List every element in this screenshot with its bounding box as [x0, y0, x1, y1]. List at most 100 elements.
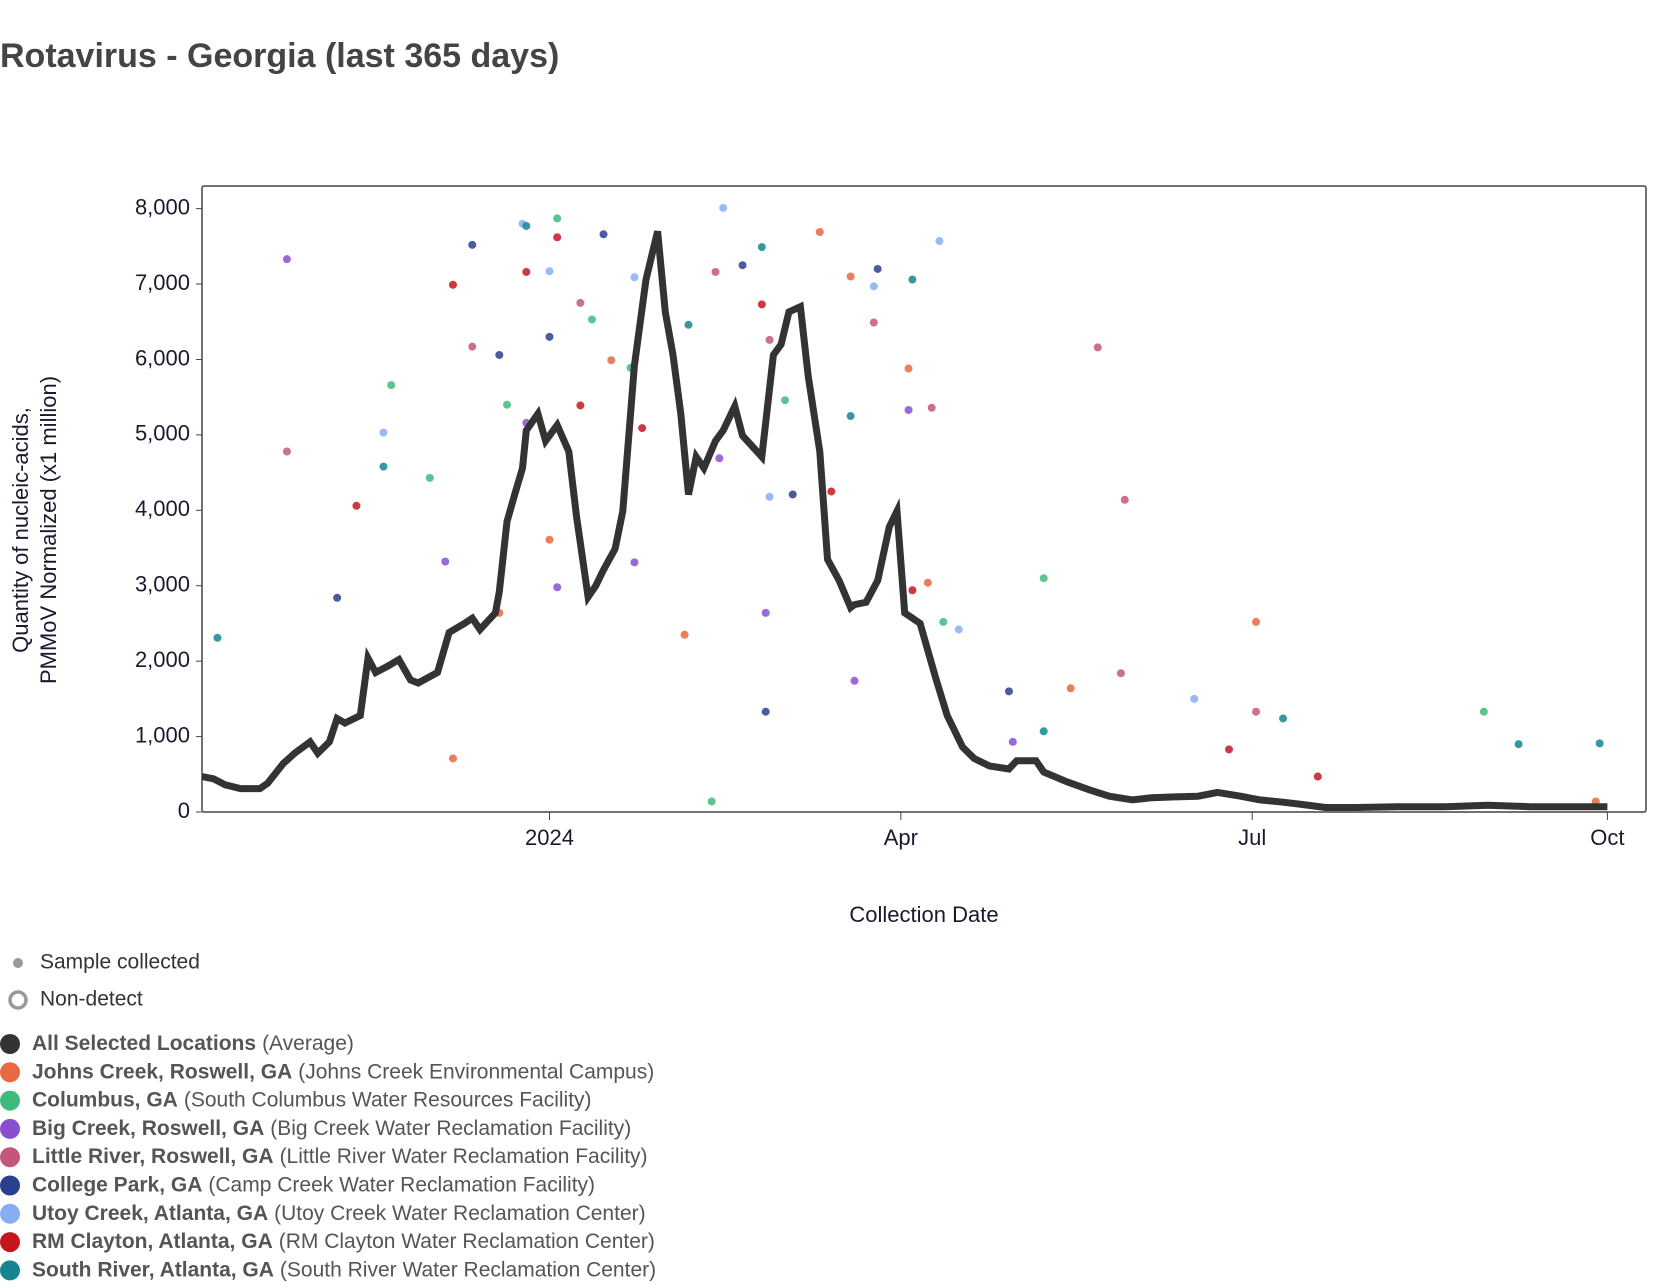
- sample-point: [873, 264, 882, 273]
- sample-point: [553, 583, 562, 592]
- sample-point: [908, 275, 917, 284]
- legend-entry: College Park, GA (Camp Creek Water Reclam…: [32, 1173, 595, 1196]
- sample-point: [425, 473, 434, 482]
- sample-point: [954, 625, 963, 634]
- sample-point: [1093, 343, 1102, 352]
- sample-point: [587, 315, 596, 324]
- legend-label: Non-detect: [40, 988, 143, 1011]
- legend-entry: RM Clayton, Atlanta, GA (RM Clayton Water…: [32, 1230, 655, 1253]
- sample-point: [904, 406, 913, 415]
- sample-point: [495, 350, 504, 359]
- legend-detail: (Johns Creek Environmental Campus): [298, 1060, 654, 1083]
- legend-swatch: [0, 1090, 20, 1111]
- sample-point: [738, 261, 747, 270]
- sample-point: [765, 492, 774, 501]
- legend-detail: (Little River Water Reclamation Facility…: [280, 1145, 648, 1168]
- sample-point: [1039, 727, 1048, 736]
- sample-point: [927, 403, 936, 412]
- legend-entry: Big Creek, Roswell, GA (Big Creek Water R…: [32, 1116, 631, 1139]
- sample-point: [761, 707, 770, 716]
- legend-swatch: [0, 1232, 20, 1253]
- y-tick-label: 5,000: [135, 421, 190, 446]
- legend-entry: South River, Atlanta, GA (South River Wat…: [32, 1258, 656, 1281]
- sample-point: [333, 593, 342, 602]
- sample-point: [757, 300, 766, 309]
- sample-point: [1225, 745, 1234, 754]
- sample-point: [1008, 737, 1017, 746]
- sample-point: [607, 356, 616, 365]
- legend-swatch: [0, 1062, 20, 1083]
- legend-name: Columbus, GA: [32, 1088, 178, 1111]
- sample-point: [815, 228, 824, 237]
- sample-point: [441, 557, 450, 566]
- legend-label: Sample collected: [40, 951, 200, 974]
- legend-name: Utoy Creek, Atlanta, GA: [32, 1201, 268, 1224]
- sample-point: [1116, 669, 1125, 678]
- sample-point: [904, 364, 913, 373]
- chart-title: Rotavirus - Georgia (last 365 days): [0, 37, 559, 75]
- sample-point: [680, 630, 689, 639]
- sample-point: [213, 633, 222, 642]
- legend-detail: (RM Clayton Water Reclamation Center): [279, 1230, 655, 1253]
- sample-point: [1120, 495, 1129, 504]
- sample-point: [468, 240, 477, 249]
- legend-name: Johns Creek, Roswell, GA: [32, 1060, 292, 1083]
- sample-point: [711, 267, 720, 276]
- sample-point: [761, 608, 770, 617]
- sample-point: [1479, 707, 1488, 716]
- sample-point: [576, 298, 585, 307]
- legend-name: Little River, Roswell, GA: [32, 1145, 274, 1168]
- x-tick-label: 2024: [525, 825, 574, 850]
- y-axis-label: PMMoV Normalized (x1 million): [36, 376, 61, 684]
- legend-entry: Utoy Creek, Atlanta, GA (Utoy Creek Water…: [32, 1201, 646, 1224]
- sample-point: [1514, 740, 1523, 749]
- legend-detail: (Big Creek Water Reclamation Facility): [270, 1116, 631, 1139]
- sample-point: [545, 535, 554, 544]
- legend-name: South River, Atlanta, GA: [32, 1258, 274, 1281]
- sample-point: [923, 578, 932, 587]
- sample-point: [869, 318, 878, 327]
- legend-marker: [8, 990, 28, 1010]
- y-tick-label: 1,000: [135, 722, 190, 747]
- legend-detail: (South River Water Reclamation Center): [280, 1258, 656, 1281]
- y-tick-label: 0: [178, 798, 190, 823]
- sample-point: [869, 282, 878, 291]
- sample-point: [522, 221, 531, 230]
- sample-point: [630, 273, 639, 282]
- legend-entry: Columbus, GA (South Columbus Water Resour…: [32, 1088, 592, 1111]
- legend-name: All Selected Locations: [32, 1032, 256, 1055]
- sample-point: [1252, 617, 1261, 626]
- sample-point: [788, 490, 797, 499]
- sample-point: [1039, 574, 1048, 583]
- plot-marks: [202, 203, 1608, 811]
- legend-entry: Little River, Roswell, GA (Little River W…: [32, 1145, 648, 1168]
- x-axis-label: Collection Date: [849, 902, 998, 927]
- sample-point: [522, 267, 531, 276]
- sample-point: [352, 501, 361, 510]
- sample-point: [545, 332, 554, 341]
- y-tick-label: 6,000: [135, 345, 190, 370]
- legend-detail: (Average): [262, 1032, 354, 1055]
- sample-point: [684, 320, 693, 329]
- sample-point: [781, 396, 790, 405]
- sample-point: [1313, 772, 1322, 781]
- y-tick-label: 2,000: [135, 647, 190, 672]
- sample-point: [846, 272, 855, 281]
- legend-entry: Johns Creek, Roswell, GA (Johns Creek Env…: [32, 1060, 654, 1083]
- sample-point: [448, 754, 457, 763]
- sample-point: [765, 335, 774, 344]
- sample-point: [827, 487, 836, 496]
- legend-swatch: [0, 1118, 20, 1139]
- sample-point: [553, 233, 562, 242]
- sample-point: [935, 237, 944, 246]
- x-tick-label: Jul: [1238, 825, 1266, 850]
- sample-point: [379, 428, 388, 437]
- sample-point: [638, 424, 647, 433]
- sample-point: [1279, 714, 1288, 723]
- sample-point: [1595, 739, 1604, 748]
- legend-swatch: [0, 1147, 20, 1168]
- x-tick-label: Apr: [884, 825, 918, 850]
- legend-swatch: [0, 1203, 20, 1224]
- legend-detail: (Utoy Creek Water Reclamation Center): [274, 1201, 646, 1224]
